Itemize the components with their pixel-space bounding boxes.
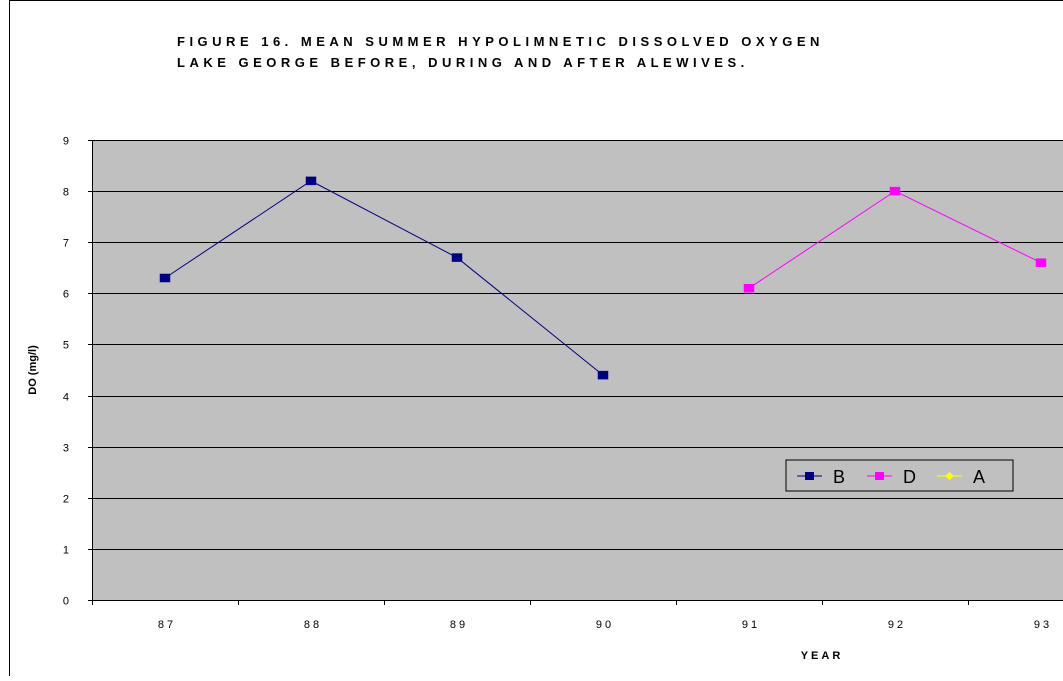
x-axis-title: YEAR <box>801 650 844 662</box>
legend-box <box>785 459 1014 492</box>
point-B-90 <box>597 370 609 380</box>
plot-area <box>92 140 1063 600</box>
legend-marker-B <box>805 472 814 480</box>
legend-label-D: D <box>903 467 916 487</box>
chart-title-line-1: FIGURE 16. MEAN SUMMER HYPOLIMNETIC DISS… <box>177 34 824 49</box>
x-tick-label-91: 91 <box>742 619 760 631</box>
data-markers <box>159 176 1047 380</box>
legend-label-B: B <box>833 467 845 487</box>
y-tick-labels: 0 1 2 3 4 5 6 7 8 9 <box>63 136 69 608</box>
series-line-B-0 <box>164 180 604 376</box>
gridlines <box>92 140 1063 550</box>
y-tick-label-9: 9 <box>63 136 69 148</box>
x-tick-label-89: 89 <box>450 619 468 631</box>
x-tick-label-92: 92 <box>888 619 906 631</box>
point-B-88 <box>305 176 317 186</box>
point-D-91 <box>743 283 755 293</box>
y-tick-label-6: 6 <box>63 289 69 301</box>
y-tick-label-7: 7 <box>63 238 69 250</box>
x-tick-label-87: 87 <box>158 619 176 631</box>
y-tick-label-4: 4 <box>63 392 69 404</box>
legend-marker-A <box>945 472 954 480</box>
legend-label-A: A <box>973 467 985 487</box>
point-D-92 <box>889 186 901 196</box>
y-tick-label-5: 5 <box>63 340 69 352</box>
x-tick-label-93: 93 <box>1034 619 1052 631</box>
x-tick-label-88: 88 <box>304 619 322 631</box>
chart-title-line-2: LAKE GEORGE BEFORE, DURING AND AFTER ALE… <box>177 55 749 70</box>
y-tick-label-1: 1 <box>63 545 69 557</box>
x-tick-labels: 87 88 89 90 91 92 93 <box>158 619 1052 631</box>
legend-marker-D <box>875 472 884 480</box>
y-tick-label-8: 8 <box>63 187 69 199</box>
y-tick-label-3: 3 <box>63 443 69 455</box>
point-B-89 <box>451 253 463 262</box>
y-tick-label-0: 0 <box>63 596 69 608</box>
y-axis-title: DO (mg/l) <box>27 345 39 395</box>
axes <box>88 140 1063 605</box>
y-tick-label-2: 2 <box>63 494 69 506</box>
x-tick-label-90: 90 <box>596 619 614 631</box>
point-B-87 <box>159 273 171 283</box>
point-D-93 <box>1035 258 1047 267</box>
